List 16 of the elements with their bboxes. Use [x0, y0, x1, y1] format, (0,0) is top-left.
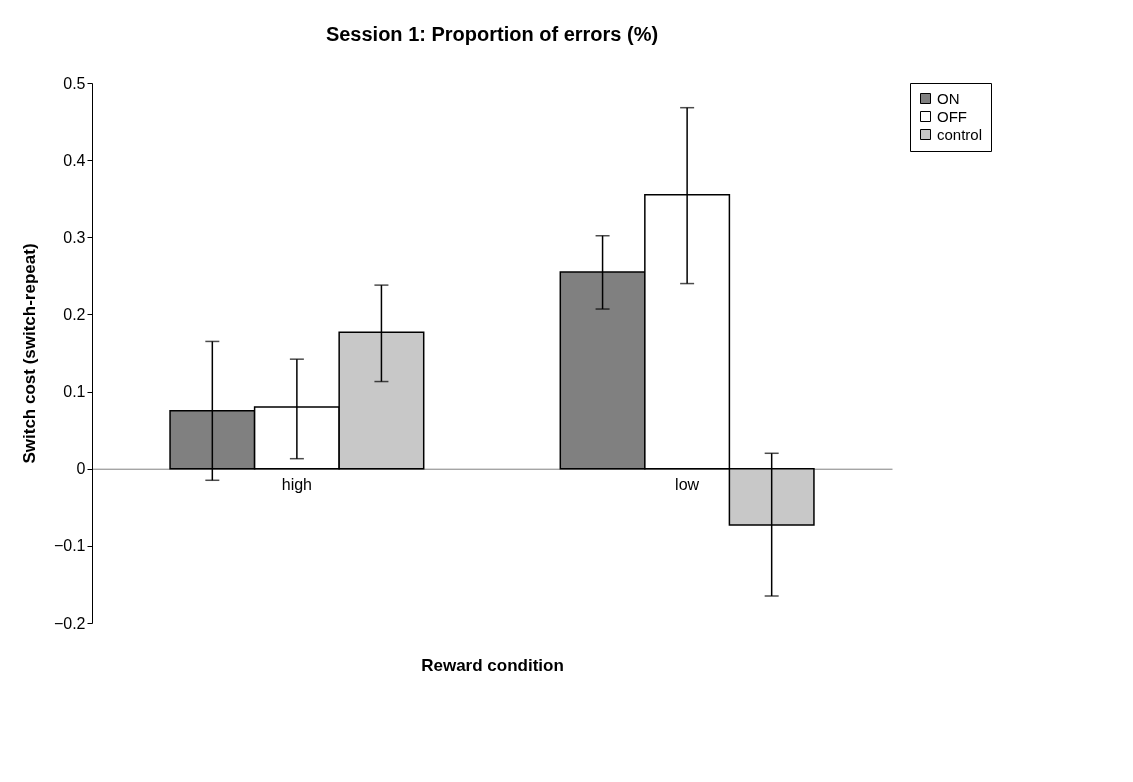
legend-label: control — [937, 125, 983, 143]
y-tick-label: 0.5 — [63, 74, 86, 92]
legend-label: OFF — [937, 107, 967, 125]
y-axis-title: Switch cost (switch-repeat) — [19, 243, 39, 464]
y-tick-label: 0.4 — [63, 151, 86, 169]
y-tick-label: −0.2 — [53, 614, 86, 632]
y-tick-label: 0.3 — [63, 228, 86, 246]
x-tick-label: low — [675, 476, 700, 494]
y-tick-label: 0.2 — [63, 305, 86, 323]
y-tick-label: 0.1 — [63, 383, 86, 401]
legend-label: ON — [937, 89, 960, 107]
y-tick-label: 0 — [76, 460, 86, 478]
y-tick-label: −0.1 — [53, 537, 86, 555]
chart-title: Session 1: Proportion of errors (%) — [325, 23, 659, 45]
x-axis-title: Reward condition — [421, 655, 564, 675]
x-tick-label: high — [281, 476, 312, 494]
